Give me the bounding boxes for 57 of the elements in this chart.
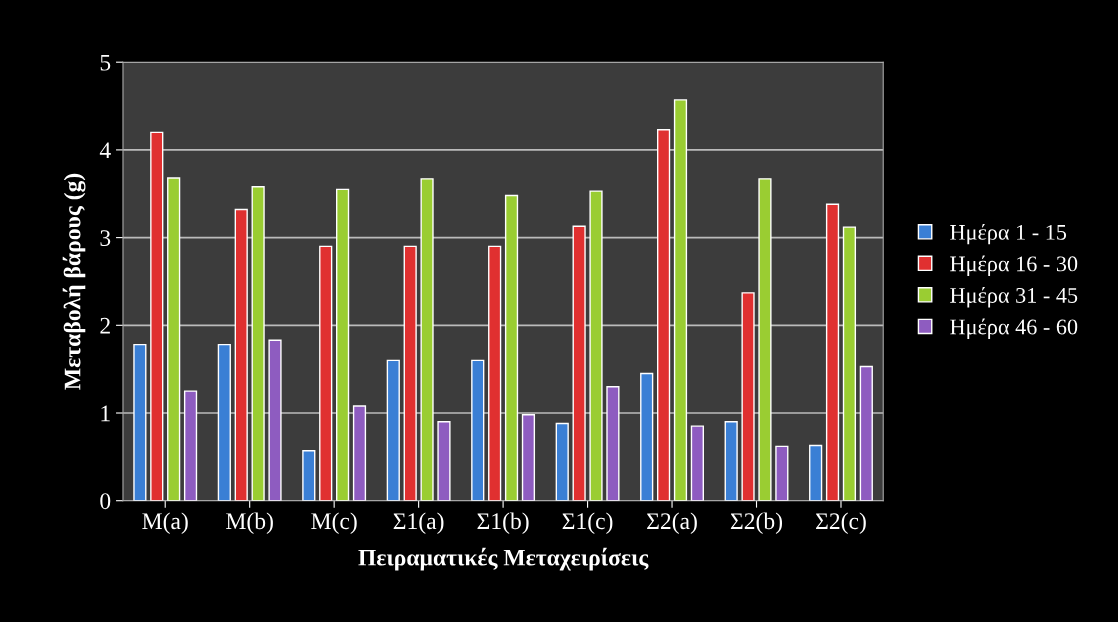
bar — [251, 186, 265, 501]
x-tick-label: Σ2(a) — [647, 512, 697, 534]
bar — [640, 372, 654, 501]
bar — [302, 450, 316, 501]
y-tick-label: 1 — [101, 405, 110, 422]
y-tick-label: 2 — [100, 317, 110, 334]
x-tick-label: M(c) — [311, 512, 357, 534]
legend-label: Ημέρα 1 - 15 — [950, 223, 1067, 245]
legend-label: Ημέρα 31 - 45 — [950, 287, 1078, 308]
x-tick-label: Σ2(c) — [816, 512, 866, 534]
bar — [488, 245, 502, 501]
x-tick-label: Σ1(a) — [393, 512, 444, 534]
y-tick-label: 3 — [100, 230, 111, 247]
bar — [690, 425, 704, 501]
y-tick-label: 5 — [100, 54, 111, 71]
bar — [724, 421, 738, 501]
bar — [589, 190, 603, 501]
bar — [437, 421, 451, 501]
bar — [555, 422, 569, 501]
bar — [335, 188, 350, 501]
legend-label: Ημέρα 46 - 60 — [950, 318, 1078, 339]
bar — [319, 245, 333, 501]
bar — [183, 390, 198, 501]
x-tick-label: M(b) — [226, 512, 273, 534]
y-axis-title: Μεταβολή βάρους (g) — [62, 173, 86, 390]
x-axis-title: Πειραματικές Μεταχειρίσεις — [358, 547, 649, 571]
bar — [572, 225, 586, 501]
x-tick-label: Σ1(b) — [477, 512, 529, 534]
x-tick-label: Σ2(b) — [730, 512, 783, 534]
bar — [775, 445, 789, 501]
bar — [403, 245, 417, 501]
bar — [656, 129, 671, 501]
bar — [471, 359, 485, 501]
bar — [268, 339, 282, 501]
bar — [741, 292, 755, 501]
x-tick-label: M(a) — [142, 512, 188, 534]
bar — [809, 444, 823, 501]
bar — [167, 177, 181, 501]
bar — [504, 194, 519, 501]
bar — [842, 226, 857, 501]
bar — [234, 208, 248, 501]
x-tick-label: Σ1(c) — [562, 512, 613, 534]
bar — [386, 359, 400, 501]
bar — [150, 131, 164, 501]
legend-label: Ημέρα 16 - 30 — [950, 255, 1078, 276]
y-tick-label: 4 — [99, 142, 111, 159]
bar — [606, 386, 620, 501]
bar — [133, 343, 147, 501]
bar — [352, 405, 367, 501]
bar — [758, 178, 772, 501]
bar — [217, 343, 231, 501]
bar — [521, 414, 536, 501]
bar — [420, 178, 434, 501]
bar — [673, 99, 688, 501]
y-tick-label: 0 — [100, 493, 111, 510]
bar — [859, 365, 873, 501]
bar — [825, 203, 840, 501]
